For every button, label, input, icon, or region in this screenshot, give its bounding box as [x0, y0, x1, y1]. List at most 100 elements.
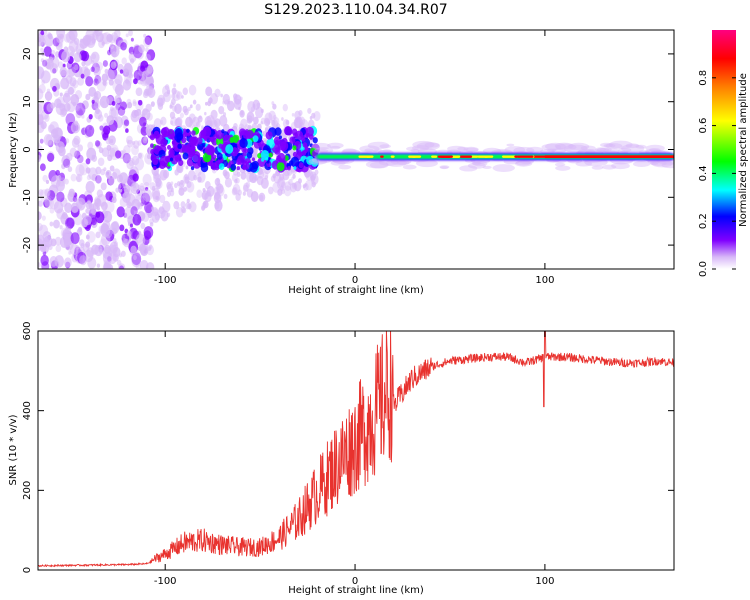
- spectrum-noise-blob: [95, 175, 102, 184]
- spectrum-core-blob: [293, 166, 297, 170]
- spectrum-noise-blob: [121, 238, 128, 246]
- spectrum-halo-blob: [206, 190, 211, 197]
- spectrum-halo-blob: [277, 188, 283, 196]
- spectrum-noise-blob: [138, 44, 145, 54]
- spectrum-halo-blob: [605, 142, 623, 149]
- spectrum-noise-blob: [67, 101, 76, 113]
- spectrum-halo-blob: [214, 202, 220, 210]
- spectrum-halo-blob: [205, 86, 213, 97]
- spectrum-noise-blob: [44, 91, 53, 101]
- spectrum-noise-blob: [132, 214, 142, 226]
- spectrum-core-blob: [202, 126, 212, 138]
- spectrum-halo-blob: [329, 145, 341, 150]
- spectrum-noise-blob: [134, 194, 145, 207]
- spectrum-noise-blob: [38, 103, 43, 114]
- spectrum-noise-blob: [144, 35, 153, 46]
- colorbar: 0.0 0.2 0.4 0.6 0.8 Normalized spectral ampl…: [698, 30, 749, 277]
- spectrum-noise-blob: [38, 189, 44, 196]
- spectrum-halo-blob: [233, 93, 238, 100]
- spectrum-noise-blob: [126, 230, 132, 237]
- spectrum-core-blob: [190, 166, 195, 171]
- spectrum-halo-blob: [265, 119, 271, 127]
- spectrum-noise-blob: [127, 101, 133, 109]
- carrier-peak-segment: [366, 155, 374, 158]
- spectrum-halo-blob: [186, 198, 190, 204]
- spectrum-core-blob: [213, 134, 218, 140]
- spectrum-noise-blob: [85, 234, 90, 240]
- spectrum-halo-blob: [163, 91, 171, 103]
- spectrum-halo-blob: [281, 117, 284, 121]
- spectrum-noise-blob: [139, 185, 145, 192]
- spectrum-noise-blob: [140, 222, 146, 230]
- spectrum-noise-blob: [46, 103, 54, 113]
- spectrum-noise-blob: [46, 88, 51, 94]
- spectrum-halo-blob: [267, 186, 274, 195]
- spectrum-noise-blob: [123, 119, 130, 127]
- spectrum-halo-blob: [439, 165, 450, 169]
- spectrum-noise-blob: [78, 162, 89, 176]
- spectrum-noise-blob: [106, 69, 115, 82]
- spectrum-halo-blob: [625, 143, 640, 149]
- spectrum-halo-blob: [160, 116, 167, 126]
- spectrum-noise-blob: [138, 152, 144, 160]
- spectrum-noise-blob: [135, 87, 143, 97]
- spectrum-core-blob: [242, 161, 250, 170]
- spectrum-noise-blob: [47, 152, 55, 162]
- spectrum-noise-blob: [87, 141, 94, 150]
- spectrum-core-blob: [187, 132, 191, 137]
- spectrum-halo-blob: [519, 158, 534, 165]
- spectrum-halo-blob: [237, 189, 242, 196]
- spectrum-halo-blob: [457, 146, 469, 151]
- spectrum-halo-blob: [284, 181, 292, 191]
- carrier-peak-segment: [459, 155, 473, 158]
- spectrum-noise-blob: [78, 226, 83, 233]
- spectrum-noise-blob: [99, 125, 104, 131]
- spectrum-halo-blob: [169, 111, 176, 120]
- spectrum-halo-blob: [506, 143, 515, 147]
- spectrum-halo-blob: [184, 176, 190, 184]
- spectrum-noise-blob: [76, 175, 81, 183]
- snr-x-axis-label: Height of straight line (km): [288, 585, 424, 596]
- spectrum-noise-blob: [93, 100, 101, 110]
- spectrum-noise-blob: [119, 69, 124, 74]
- spectrum-halo-blob: [406, 146, 419, 151]
- spectrum-halo-blob: [166, 89, 171, 95]
- spectrum-halo-blob: [515, 160, 531, 166]
- spectrum-noise-blob: [90, 59, 95, 65]
- spectrum-noise-blob: [61, 50, 71, 63]
- spectrum-halo-blob: [159, 194, 166, 204]
- spectrum-noise-blob: [117, 106, 126, 116]
- spectrum-halo-blob: [170, 120, 174, 125]
- x-tick-label: 0: [352, 275, 358, 286]
- spectrum-noise-blob: [118, 184, 122, 189]
- spectrum-noise-blob: [55, 169, 61, 176]
- spectrum-noise-blob: [119, 172, 129, 185]
- spectrum-noise-blob: [56, 208, 65, 220]
- spectrum-halo-blob: [256, 102, 261, 108]
- spectrum-halo-blob: [220, 93, 223, 98]
- spectrum-noise-blob: [87, 202, 91, 207]
- spectrum-halo-blob: [304, 183, 307, 187]
- spectrum-halo-blob: [599, 147, 612, 152]
- spectrum-noise-blob: [96, 78, 107, 92]
- spectrum-halo-blob: [551, 148, 566, 154]
- spectrum-halo-blob: [378, 158, 399, 166]
- y-tick-label: 20: [22, 48, 33, 61]
- carrier-peak-segment: [390, 155, 395, 158]
- spectrum-halo-blob: [276, 178, 285, 190]
- spectrum-halo-blob: [196, 189, 203, 199]
- spectrum-halo-blob: [584, 158, 608, 167]
- spectrum-noise-blob: [72, 79, 79, 89]
- spectrum-halo-blob: [417, 148, 437, 155]
- spectrum-core-blob: [246, 151, 253, 159]
- spectrum-noise-blob: [45, 179, 50, 184]
- y-tick-label: 0: [22, 567, 33, 573]
- spectrum-noise-blob: [94, 74, 102, 84]
- spectrum-noise-blob: [43, 199, 50, 208]
- x-tick-label: 0: [352, 576, 358, 587]
- spectrum-noise-blob: [139, 116, 147, 127]
- spectrum-noise-blob: [108, 177, 115, 186]
- spectrum-noise-blob: [84, 65, 89, 71]
- spectrum-halo-blob: [596, 147, 610, 152]
